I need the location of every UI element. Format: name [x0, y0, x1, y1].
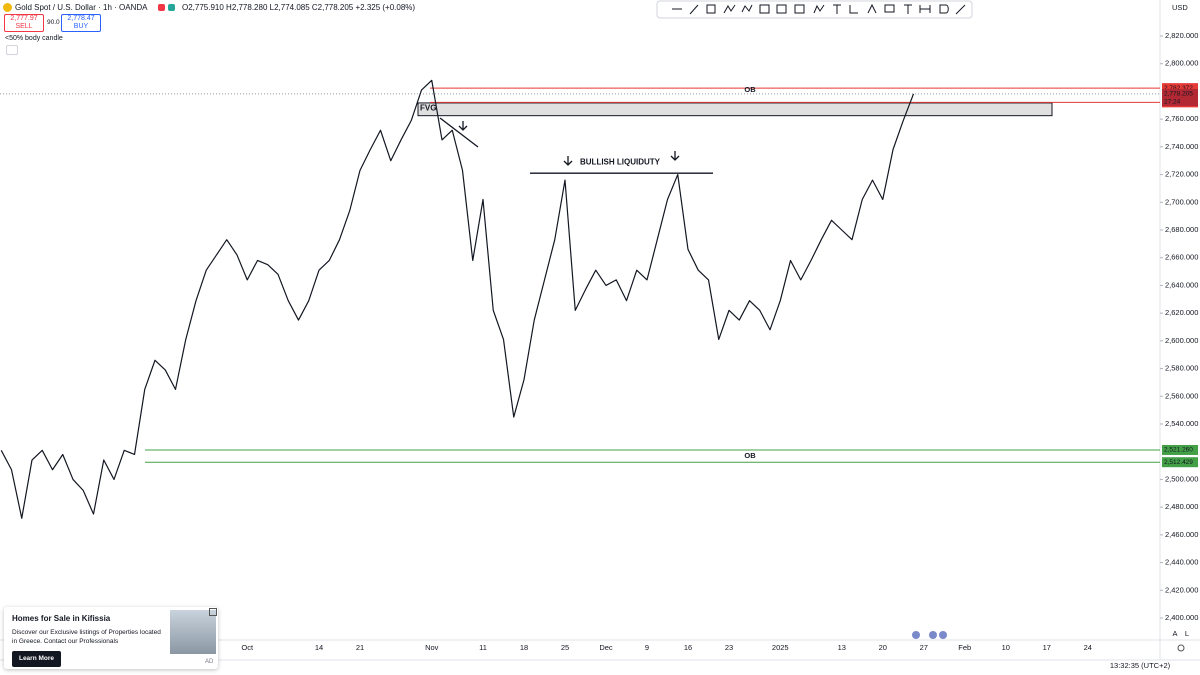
zone-price-tag-bg	[1162, 444, 1198, 455]
scale-button[interactable]: L	[1185, 629, 1189, 638]
zone-price-tag: 2,512.429	[1164, 459, 1193, 466]
x-tick-label: Feb	[958, 643, 971, 652]
y-tick-label: 2,460.000	[1165, 530, 1198, 539]
status-icon	[158, 4, 165, 11]
x-tick-label: 18	[520, 643, 528, 652]
clock: 13:32:35 (UTC+2)	[1110, 661, 1171, 670]
sell-label: SELL	[15, 23, 33, 30]
x-tick-label: 10	[1002, 643, 1010, 652]
y-tick-label: 2,820.000	[1165, 31, 1198, 40]
x-tick-label: 27	[920, 643, 928, 652]
x-tick-label: 25	[561, 643, 569, 652]
symbol-title[interactable]: Gold Spot / U.S. Dollar · 1h · OANDA	[15, 3, 148, 12]
x-tick-label: Nov	[425, 643, 439, 652]
liquidity-label: BULLISH LIQUIDUTY	[580, 157, 661, 166]
countdown-bg	[1162, 97, 1198, 106]
spread: 90.0	[47, 19, 60, 26]
zone-label: OB	[744, 85, 756, 94]
symbol-logo	[3, 3, 12, 12]
zone-price-tag: 2,782.372	[1164, 85, 1193, 92]
sell-button[interactable]: 2,777.97 SELL	[4, 14, 44, 32]
x-tick-label: 2025	[772, 643, 789, 652]
x-tick-label: Dec	[599, 643, 613, 652]
y-tick-label: 2,740.000	[1165, 142, 1198, 151]
sell-price: 2,777.97	[10, 15, 38, 22]
fvg-label: FVG	[420, 103, 436, 112]
y-tick-label: 2,560.000	[1165, 391, 1198, 400]
zone-price-tag-bg	[1162, 83, 1198, 94]
settings-button[interactable]	[1177, 644, 1185, 652]
ad-close[interactable]	[209, 608, 217, 616]
buy-label: BUY	[73, 23, 89, 30]
x-tick-label: Oct	[241, 643, 254, 652]
y-tick-label: 2,640.000	[1165, 280, 1198, 289]
y-tick-label: 2,480.000	[1165, 502, 1198, 511]
y-tick-label: 2,500.000	[1165, 474, 1198, 483]
x-tick-label: 24	[1084, 643, 1092, 652]
event-icon[interactable]	[939, 631, 947, 639]
x-tick-label: 20	[879, 643, 887, 652]
y-tick-label: 2,680.000	[1165, 225, 1198, 234]
x-tick-label: 23	[725, 643, 733, 652]
buy-button[interactable]: 2,778.47 BUY	[61, 14, 101, 32]
status-icon	[168, 4, 175, 11]
countdown: 27:24	[1164, 99, 1181, 106]
last-price-tag-bg	[1162, 88, 1198, 99]
y-tick-label: 2,800.000	[1165, 59, 1198, 68]
last-price-tag: 2,778.205	[1164, 91, 1193, 98]
fvg-zone	[417, 102, 1053, 117]
x-tick-label: 14	[315, 643, 323, 652]
ad-image[interactable]	[170, 610, 216, 654]
x-tick-label: 17	[1043, 643, 1051, 652]
y-tick-label: 2,660.000	[1165, 253, 1198, 262]
scale-button[interactable]: A	[1172, 629, 1177, 638]
y-tick-label: 2,540.000	[1165, 419, 1198, 428]
ad-title[interactable]: Homes for Sale in Kifissia	[12, 614, 111, 623]
ad-panel: Homes for Sale in Kifissia Discover our …	[4, 607, 218, 669]
indicator-label[interactable]: <50% body candle	[5, 35, 63, 42]
x-tick-label: 11	[479, 643, 487, 652]
event-icon[interactable]	[929, 631, 937, 639]
x-tick-label: 13	[838, 643, 846, 652]
ohlc: O2,775.910 H2,778.280 L2,774.085 C2,778.…	[182, 3, 416, 12]
y-tick-label: 2,400.000	[1165, 613, 1198, 622]
y-tick-label: 2,600.000	[1165, 336, 1198, 345]
zone-price-tag: 2,521.260	[1164, 447, 1193, 454]
y-tick-label: 2,720.000	[1165, 170, 1198, 179]
x-tick-label: 9	[645, 643, 649, 652]
y-tick-label: 2,420.000	[1165, 585, 1198, 594]
drawing-toolbar[interactable]	[656, 0, 973, 19]
x-tick-label: 16	[684, 643, 692, 652]
zone-label: OB	[744, 451, 756, 460]
trend-annotation	[439, 117, 680, 166]
ad-text: Discover our Exclusive listings of Prope…	[12, 629, 161, 645]
y-tick-label: 2,760.000	[1165, 114, 1198, 123]
zone-price-tag-bg	[1162, 457, 1198, 468]
event-icon[interactable]	[912, 631, 920, 639]
collapse-button[interactable]	[6, 45, 18, 55]
price-line	[0, 79, 915, 519]
y-tick-label: 2,440.000	[1165, 558, 1198, 567]
currency-label[interactable]: USD	[1172, 3, 1188, 12]
buy-price: 2,778.47	[67, 15, 95, 22]
y-tick-label: 2,580.000	[1165, 364, 1198, 373]
ad-button[interactable]: Learn More	[12, 651, 61, 667]
y-tick-label: 2,620.000	[1165, 308, 1198, 317]
y-tick-label: 2,700.000	[1165, 197, 1198, 206]
x-tick-label: 21	[356, 643, 364, 652]
ad-badge: AD	[205, 659, 214, 665]
